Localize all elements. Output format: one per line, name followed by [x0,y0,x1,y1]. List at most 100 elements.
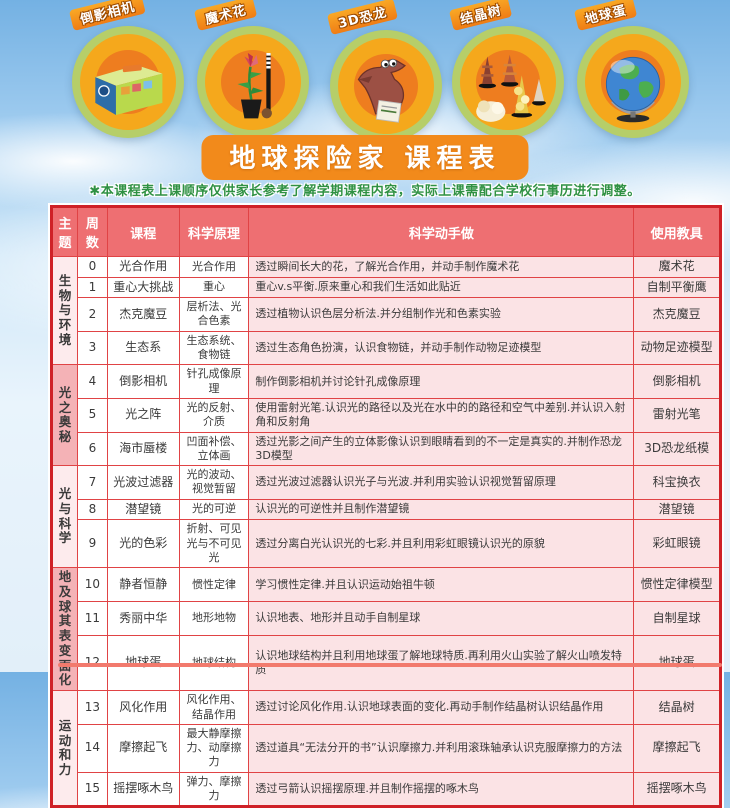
cell-tool: 结晶树 [633,690,721,725]
cell-tool: 科宝换衣 [633,465,721,500]
cell-principle: 光的反射、介质 [178,397,250,433]
product-badge-flower: 魔术花 [193,0,309,138]
cell-week: 1 [76,276,108,299]
crystal-tree-icon [476,54,546,122]
cell-principle: 最大静摩擦力、动摩擦力 [178,723,250,773]
cell-activity: 透过光波过滤器认识光子与光波.并利用实验认识视觉暂留原理 [248,465,635,500]
cell-course: 杰克魔豆 [106,297,180,332]
theme-cell-biology-environment: 生 物 与 环 境 [51,255,78,366]
theme-cell-motion-force: 运 动 和 力 [51,690,78,808]
cell-activity: 透过讨论风化作用.认识地球表面的变化.再动手制作结晶树认识结晶作用 [248,690,635,725]
table-row: 地及 球其 表变 面化 10 静者恒静 惯性定律 学习惯性定律.并且认识运动始祖… [51,567,721,692]
cell-activity: 透过植物认识色层分析法.并分组制作光和色素实验 [248,297,635,332]
cell-tool: 彩虹眼镜 [633,519,721,569]
cell-tool: 魔术花 [633,256,721,278]
cell-week: 15 [76,771,108,808]
cell-course: 光波过滤器 [106,465,180,500]
product-badge-globe: 地球蛋 [573,0,689,138]
header-activity: 科学动手做 [248,206,635,257]
cell-activity: 透过瞬间长大的花，了解光合作用，并动手制作魔术花 [248,256,635,278]
cell-tool: 自制平衡鹰 [633,276,721,299]
cell-week: 5 [76,397,108,433]
cell-course: 静者恒静 [106,567,180,603]
cell-week: 11 [76,601,108,636]
theme-cell-light-mystery: 光 之 奥 秘 [51,364,78,467]
header-theme: 主题 [51,206,78,257]
camera-box-icon [95,64,163,115]
cell-tool: 潜望镜 [633,498,721,521]
table-row: 8 潜望镜 光的可逆 认识光的可逆性并且制作潜望镜 潜望镜 [52,498,721,521]
header-course: 课程 [106,206,180,257]
table-row: 3 生态系 生态系统、食物链 透过生态角色扮演，认识食物链，并动手制作动物足迹模… [52,330,721,366]
cell-activity: 透过分离白光认识光的七彩.并且利用彩虹眼镜认识光的原貌 [248,519,635,569]
cell-principle: 弹力、摩擦力 [178,771,250,808]
cell-principle: 惯性定律 [178,567,250,603]
cell-week: 9 [76,519,108,569]
cell-course: 生态系 [106,330,180,366]
cell-principle: 凹面补偿、立体画 [178,431,250,467]
cell-activity: 制作倒影相机并讨论针孔成像原理 [248,364,635,399]
table-row: 9 光的色彩 折射、可见光与不可见光 透过分离白光认识光的七彩.并且利用彩虹眼镜… [52,519,721,569]
cell-course: 重心大挑战 [106,276,180,299]
header-principle: 科学原理 [178,206,250,257]
cell-principle: 地形地物 [178,601,250,636]
cell-week: 2 [76,297,108,332]
cell-week: 7 [76,465,108,500]
cell-week: 4 [76,364,108,399]
cell-principle: 光的可逆 [178,498,250,521]
earth-globe-icon [605,56,661,123]
cell-activity: 透过弓箭认识摇摆原理.并且制作摇摆的啄木鸟 [248,771,635,808]
cell-course: 海市蜃楼 [106,431,180,467]
page-title: 地球探险家 课程表 [201,135,529,180]
cell-course: 潜望镜 [106,498,180,521]
cell-activity: 重心v.s平衡.原来重心和我们生活如此贴近 [248,276,635,299]
table-row: 11 秀丽中华 地形地物 认识地表、地形并且动手自制星球 自制星球 [52,601,721,636]
cell-activity: 认识地表、地形并且动手自制星球 [248,601,635,636]
table-row: 15 摇摆啄木鸟 弹力、摩擦力 透过弓箭认识摇摆原理.并且制作摇摆的啄木鸟 摇摆… [52,771,721,808]
cell-tool: 雷射光笔 [633,397,721,433]
product-badge-crystal-tree: 结晶树 [448,0,564,138]
cell-tool: 摇摆啄木鸟 [633,771,721,808]
theme-cell-light-science: 光 与 科 学 [51,465,78,569]
cell-tool: 3D恐龙纸模 [633,431,721,467]
cell-course: 摇摆啄木鸟 [106,771,180,808]
cell-principle: 光合作用 [178,256,250,278]
header-week: 周数 [76,206,108,257]
cell-principle: 针孔成像原理 [178,364,250,399]
cell-tool: 倒影相机 [633,364,721,399]
bottom-divider [58,663,722,667]
cell-tool: 杰克魔豆 [633,297,721,332]
cell-course: 光的色彩 [106,519,180,569]
product-showcase: 倒影相机 魔术花 [0,0,730,142]
product-badge-dinosaur: 3D恐龙 [326,0,442,142]
cell-week: 6 [76,431,108,467]
cell-course: 倒影相机 [106,364,180,399]
table-row: 5 光之阵 光的反射、介质 使用雷射光笔.认识光的路径以及光在水中的的路径和空气… [52,397,721,433]
cell-activity: 透过道具“无法分开的书”认识摩擦力.并利用滚珠轴承认识克服摩擦力的方法 [248,723,635,773]
cell-principle: 层析法、光合色素 [178,297,250,332]
cell-activity: 认识光的可逆性并且制作潜望镜 [248,498,635,521]
header-tool: 使用教具 [633,206,721,257]
table-header-row: 主题 周数 课程 科学原理 科学动手做 使用教具 [51,206,721,257]
cell-week: 14 [76,723,108,773]
table-row: 6 海市蜃楼 凹面补偿、立体画 透过光影之间产生的立体影像认识到眼睛看到的不一定… [52,431,721,467]
cell-activity: 透过生态角色扮演，认识食物链，并动手制作动物足迹模型 [248,330,635,366]
table-row: 生 物 与 环 境 0 光合作用 光合作用 透过瞬间长大的花，了解光合作用，并动… [51,255,721,366]
cell-week: 8 [76,498,108,521]
course-schedule-table: 主题 周数 课程 科学原理 科学动手做 使用教具 生 物 与 环 境 0 光合作… [50,205,722,808]
cell-principle: 生态系统、食物链 [178,330,250,366]
table-row: 光 之 奥 秘 4 倒影相机 针孔成像原理 制作倒影相机并讨论针孔成像原理 倒影… [51,364,721,467]
cell-course: 摩擦起飞 [106,723,180,773]
table-row: 光 与 科 学 7 光波过滤器 光的波动、视觉暂留 透过光波过滤器认识光子与光波… [51,465,721,569]
table-row: 2 杰克魔豆 层析法、光合色素 透过植物认识色层分析法.并分组制作光和色素实验 … [52,297,721,332]
cell-course: 光合作用 [106,256,180,278]
cell-activity: 透过光影之间产生的立体影像认识到眼睛看到的不一定是真实的.并制作恐龙3D模型 [248,431,635,467]
theme-cell-earth-surface: 地及 球其 表变 面化 [51,567,78,692]
cell-course: 光之阵 [106,397,180,433]
cell-week: 0 [76,256,108,278]
cell-principle: 折射、可见光与不可见光 [178,519,250,569]
cell-activity: 学习惯性定律.并且认识运动始祖牛顿 [248,567,635,603]
cell-tool: 动物足迹模型 [633,330,721,366]
cell-tool: 摩擦起飞 [633,723,721,773]
cell-activity: 使用雷射光笔.认识光的路径以及光在水中的的路径和空气中差别.并认识入射角和反射角 [248,397,635,433]
